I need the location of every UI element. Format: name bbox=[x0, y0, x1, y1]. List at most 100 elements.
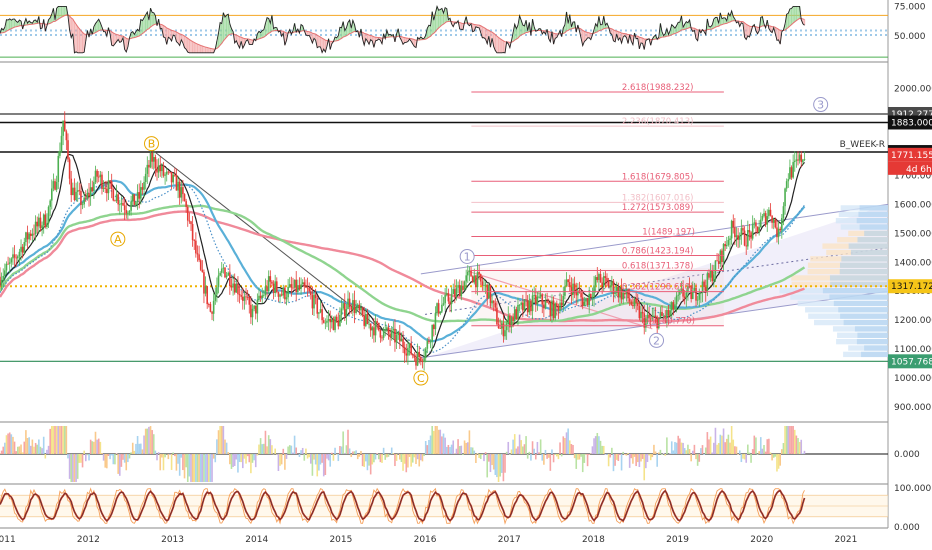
candle-body bbox=[534, 295, 537, 305]
macd-histogram-bar bbox=[602, 445, 605, 454]
stoch-axis-tick-label: 0.000 bbox=[894, 523, 920, 533]
candle-body bbox=[698, 293, 701, 300]
candle-body bbox=[241, 296, 244, 301]
macd-histogram-bar bbox=[191, 454, 194, 482]
macd-histogram-bar bbox=[290, 445, 293, 454]
candle-body bbox=[675, 295, 678, 305]
macd-histogram-bar bbox=[523, 444, 526, 454]
candle-body bbox=[669, 310, 671, 316]
candle-body bbox=[599, 274, 602, 283]
macd-histogram-bar bbox=[405, 454, 408, 473]
macd-histogram-bar bbox=[395, 454, 398, 461]
candle-body bbox=[29, 233, 32, 236]
candle-body bbox=[717, 261, 720, 264]
candle-body bbox=[691, 290, 694, 299]
x-axis-tick-label: 2014 bbox=[245, 535, 268, 545]
candle-body bbox=[598, 274, 600, 281]
candle-body bbox=[466, 271, 469, 276]
candle-body bbox=[107, 180, 110, 194]
candle-body bbox=[727, 240, 730, 245]
macd-histogram-bar bbox=[368, 454, 370, 466]
candle-body bbox=[423, 358, 425, 362]
macd-histogram-bar bbox=[185, 454, 187, 468]
candle-body bbox=[368, 323, 370, 325]
macd-histogram-bar bbox=[724, 442, 726, 454]
candle-body bbox=[54, 181, 56, 190]
fib-level-label: 0(1180.770) bbox=[642, 317, 695, 327]
candle-body bbox=[7, 263, 9, 265]
macd-histogram-bar bbox=[243, 454, 246, 459]
candle-body bbox=[318, 312, 320, 314]
macd-histogram-bar bbox=[2, 446, 5, 454]
macd-histogram-bar bbox=[287, 446, 289, 454]
candle-body bbox=[790, 167, 793, 178]
macd-histogram-bar bbox=[577, 454, 579, 460]
macd-histogram-bar bbox=[769, 452, 772, 454]
candle-body bbox=[183, 194, 186, 202]
macd-histogram-bar bbox=[358, 454, 361, 457]
candle-body bbox=[628, 298, 631, 302]
candle-body bbox=[651, 316, 654, 319]
candle-body bbox=[324, 322, 327, 324]
candle-body bbox=[172, 174, 174, 183]
macd-histogram-bar bbox=[734, 446, 736, 454]
macd-histogram-bar bbox=[167, 454, 170, 460]
candle-body bbox=[497, 324, 500, 329]
macd-histogram-bar bbox=[462, 454, 464, 456]
macd-histogram-bar bbox=[59, 426, 61, 454]
candle-body bbox=[415, 357, 417, 366]
candle-body bbox=[248, 297, 251, 305]
macd-histogram-bar bbox=[151, 430, 153, 454]
macd-histogram-bar bbox=[220, 426, 223, 454]
macd-histogram-bar bbox=[593, 438, 595, 454]
wave-label: 2 bbox=[653, 334, 660, 347]
macd-histogram-bar bbox=[266, 446, 268, 454]
macd-histogram-bar bbox=[269, 439, 272, 454]
macd-histogram-bar bbox=[640, 454, 642, 462]
macd-histogram-bar bbox=[713, 442, 715, 454]
countdown-label: 4d 6h bbox=[906, 165, 932, 175]
macd-histogram-bar bbox=[614, 454, 616, 466]
candle-body bbox=[677, 294, 680, 296]
candle-body bbox=[781, 217, 783, 231]
fib-level-label: 0.618(1371.378) bbox=[622, 262, 694, 272]
candle-body bbox=[395, 335, 398, 343]
macd-histogram-bar bbox=[164, 454, 166, 458]
macd-histogram-bar bbox=[682, 442, 684, 454]
candle-body bbox=[348, 298, 351, 308]
macd-histogram-bar bbox=[583, 454, 586, 463]
candle-body bbox=[615, 286, 618, 293]
macd-histogram-bar bbox=[797, 438, 799, 454]
macd-histogram-bar bbox=[428, 439, 430, 454]
x-axis-tick-label: 2019 bbox=[666, 535, 689, 545]
x-axis-tick-label: 2011 bbox=[0, 535, 16, 545]
macd-histogram-bar bbox=[123, 454, 126, 463]
candle-body bbox=[612, 281, 615, 295]
candle-body bbox=[146, 164, 149, 174]
candle-body bbox=[479, 274, 482, 282]
macd-histogram-bar bbox=[693, 444, 696, 454]
macd-histogram-bar bbox=[803, 450, 806, 454]
candle-body bbox=[614, 292, 616, 295]
macd-histogram-bar bbox=[581, 454, 584, 473]
candle-body bbox=[266, 286, 268, 292]
macd-histogram-bar bbox=[175, 454, 178, 471]
macd-histogram-bar bbox=[305, 448, 307, 454]
macd-histogram-bar bbox=[81, 454, 84, 468]
macd-histogram-bar bbox=[13, 441, 16, 454]
macd-histogram-bar bbox=[570, 444, 573, 454]
macd-histogram-bar bbox=[730, 426, 733, 454]
macd-histogram-bar bbox=[557, 454, 560, 460]
macd-histogram-bar bbox=[135, 443, 137, 454]
candle-body bbox=[764, 213, 767, 225]
candle-body bbox=[468, 270, 471, 272]
macd-histogram-bar bbox=[568, 440, 571, 454]
macd-histogram-bar bbox=[322, 454, 325, 477]
candle-body bbox=[659, 311, 662, 318]
candle-body bbox=[517, 304, 519, 320]
macd-histogram-bar bbox=[615, 454, 618, 460]
candle-body bbox=[301, 282, 304, 285]
candle-body bbox=[314, 294, 317, 299]
macd-histogram-bar bbox=[238, 454, 241, 462]
candle-body bbox=[429, 341, 432, 343]
